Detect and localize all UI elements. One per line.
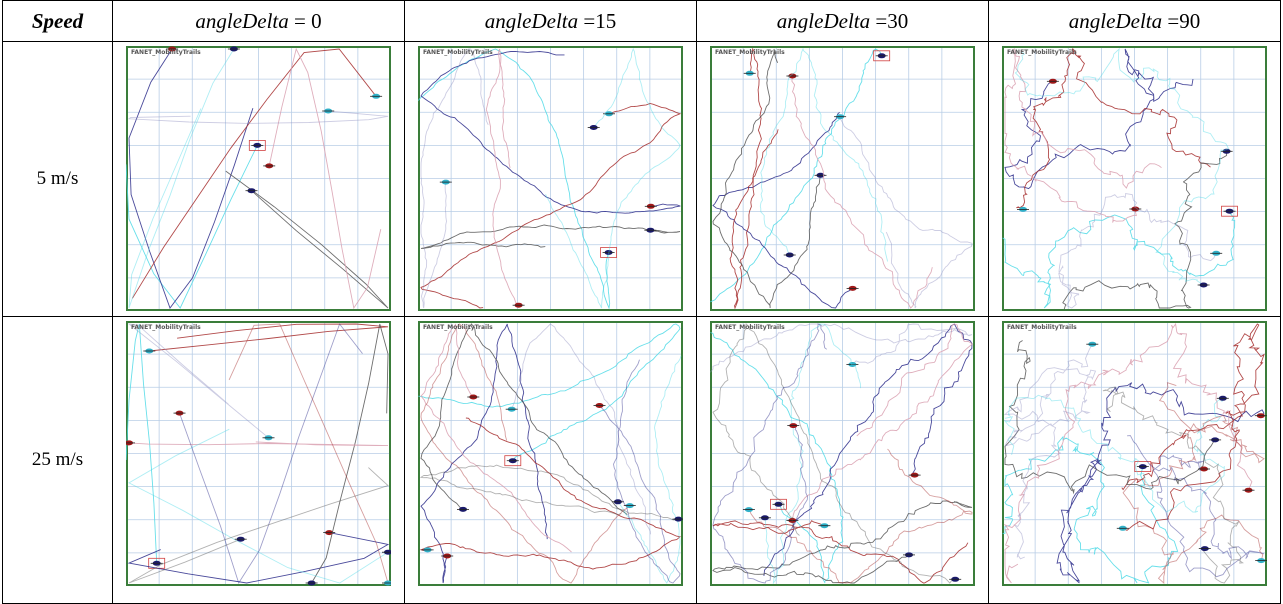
- header-cell: Speed: [3, 1, 113, 42]
- panel-cell: FANET_MobilityTrails: [989, 42, 1281, 317]
- header-row: Speed angleDelta = 0 angleDelta =15 angl…: [3, 1, 1281, 42]
- simulation-panel: FANET_MobilityTrails: [126, 46, 391, 311]
- simulation-panel: FANET_MobilityTrails: [1002, 321, 1267, 586]
- panel-title: FANET_MobilityTrails: [1007, 324, 1077, 331]
- panel-title: FANET_MobilityTrails: [131, 324, 201, 331]
- panel-cell: FANET_MobilityTrails: [989, 317, 1281, 604]
- header-eq: =15: [578, 9, 616, 33]
- speed-cell: 25 m/s: [3, 317, 113, 604]
- panel-cell: FANET_MobilityTrails: [697, 317, 989, 604]
- page: Speed angleDelta = 0 angleDelta =15 angl…: [0, 0, 1283, 602]
- panel-title: FANET_MobilityTrails: [715, 49, 785, 56]
- simulation-panel: FANET_MobilityTrails: [418, 321, 683, 586]
- header-eq: =90: [1162, 9, 1200, 33]
- panel-cell: FANET_MobilityTrails: [405, 317, 697, 604]
- header-eq: =30: [870, 9, 908, 33]
- header-cell: angleDelta = 0: [113, 1, 405, 42]
- header-eq: = 0: [289, 9, 322, 33]
- simulation-panel: FANET_MobilityTrails: [418, 46, 683, 311]
- row: 5 m/s FANET_MobilityTrails FANET_Mobilit…: [3, 42, 1281, 317]
- header-var: angleDelta: [1069, 9, 1162, 33]
- header-cell: angleDelta =15: [405, 1, 697, 42]
- row: 25 m/s FANET_MobilityTrails FANET_Mobili…: [3, 317, 1281, 604]
- simulation-panel: FANET_MobilityTrails: [710, 321, 975, 586]
- header-cell: angleDelta =90: [989, 1, 1281, 42]
- simulation-panel: FANET_MobilityTrails: [1002, 46, 1267, 311]
- header-var: angleDelta: [777, 9, 870, 33]
- panel-title: FANET_MobilityTrails: [131, 49, 201, 56]
- panel-cell: FANET_MobilityTrails: [113, 42, 405, 317]
- header-var: angleDelta: [485, 9, 578, 33]
- panel-title: FANET_MobilityTrails: [1007, 49, 1077, 56]
- simulation-panel: FANET_MobilityTrails: [710, 46, 975, 311]
- header-var: angleDelta: [195, 9, 288, 33]
- results-table: Speed angleDelta = 0 angleDelta =15 angl…: [2, 0, 1281, 604]
- panel-title: FANET_MobilityTrails: [423, 49, 493, 56]
- simulation-panel: FANET_MobilityTrails: [126, 321, 391, 586]
- panel-title: FANET_MobilityTrails: [715, 324, 785, 331]
- speed-cell: 5 m/s: [3, 42, 113, 317]
- header-cell: angleDelta =30: [697, 1, 989, 42]
- panel-cell: FANET_MobilityTrails: [113, 317, 405, 604]
- panel-cell: FANET_MobilityTrails: [697, 42, 989, 317]
- panel-title: FANET_MobilityTrails: [423, 324, 493, 331]
- panel-cell: FANET_MobilityTrails: [405, 42, 697, 317]
